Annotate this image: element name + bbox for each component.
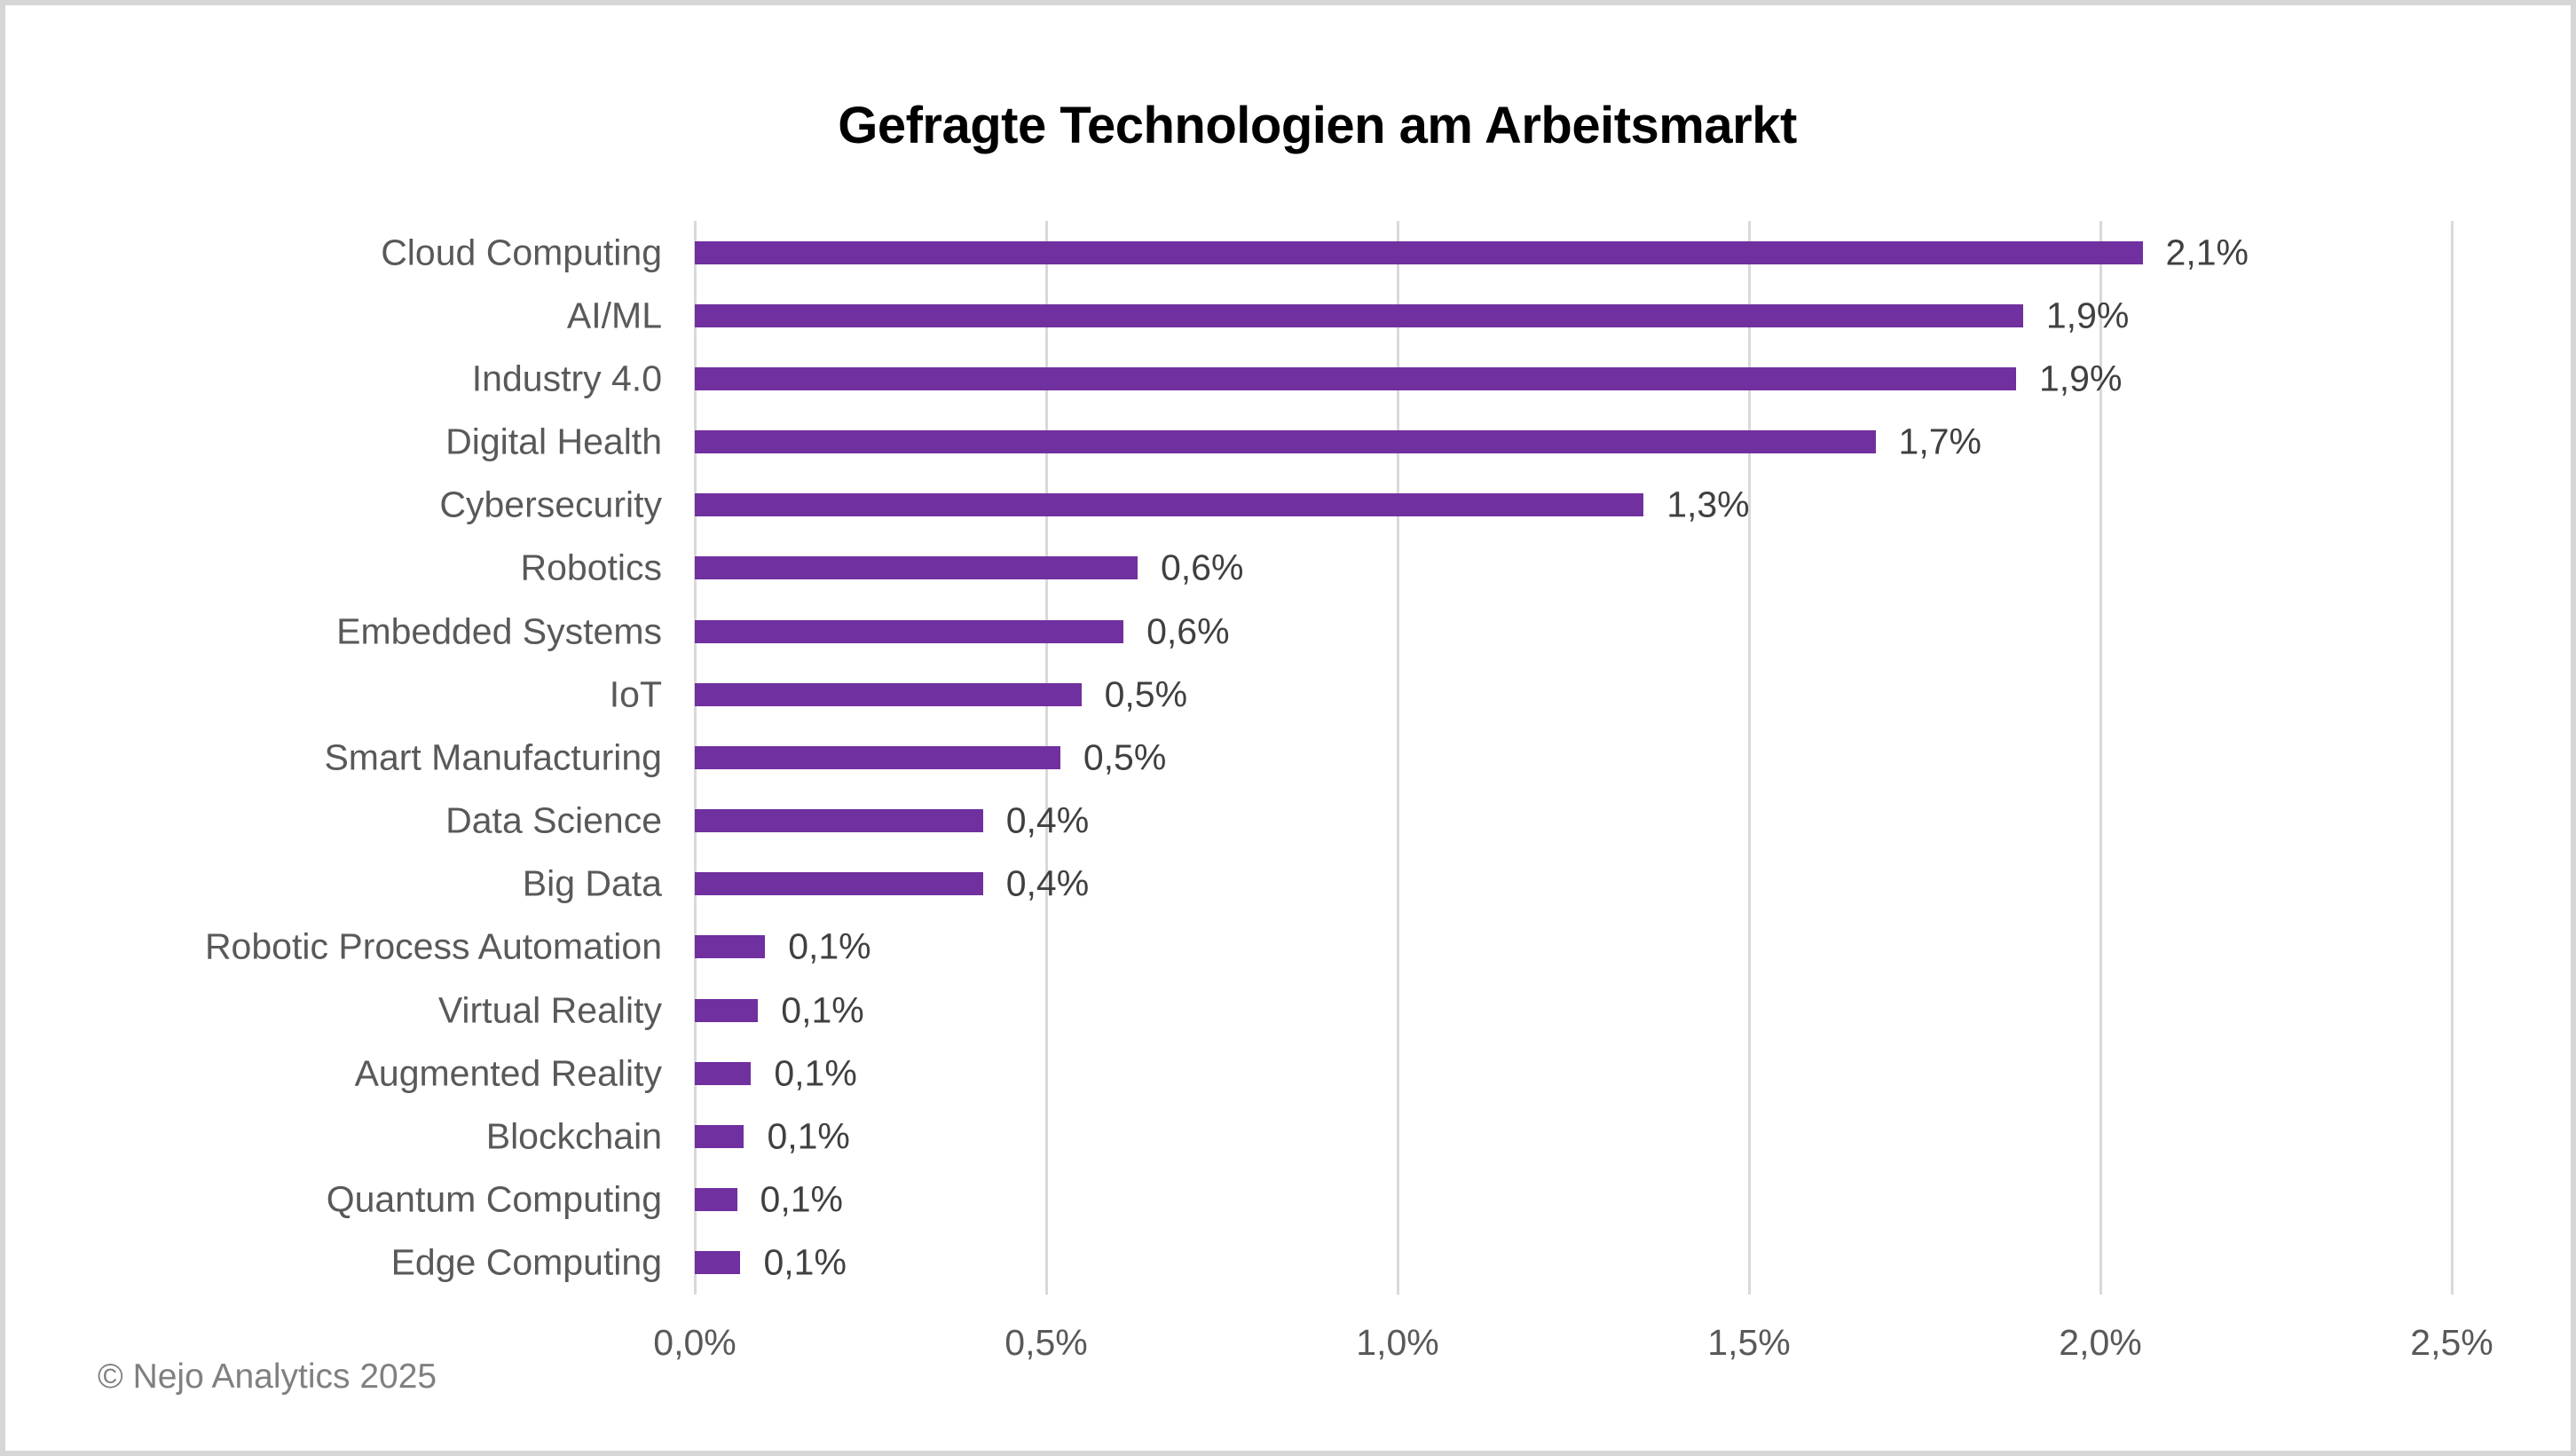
bar <box>695 1061 752 1085</box>
bar <box>695 998 759 1022</box>
bar <box>695 1188 737 1212</box>
bar <box>695 935 766 959</box>
bar <box>695 1124 744 1148</box>
bar-row: Smart Manufacturing 0,5% <box>324 726 2452 789</box>
data-label: 0,6% <box>1146 610 1230 652</box>
category-label: Digital Health <box>445 421 662 462</box>
bar-row: IoT 0,5% <box>610 663 2452 726</box>
bar-row: Big Data 0,4% <box>523 853 2452 916</box>
x-tick-label: 1,0% <box>1356 1322 1439 1363</box>
category-label: Industry 4.0 <box>471 358 662 399</box>
category-label: Edge Computing <box>390 1241 662 1283</box>
x-tick-label: 2,5% <box>2410 1322 2493 1363</box>
category-label: Virtual Reality <box>437 989 662 1031</box>
bar <box>695 240 2143 264</box>
category-label: Cybersecurity <box>439 484 662 525</box>
gridline <box>1396 221 1399 1295</box>
bar <box>695 682 1082 706</box>
bar-row: Cloud Computing 2,1% <box>381 221 2452 284</box>
category-label: IoT <box>609 673 662 715</box>
gridline <box>1747 221 1751 1295</box>
bar <box>695 745 1060 769</box>
category-label: AI/ML <box>566 295 662 336</box>
x-tick-label: 0,0% <box>653 1322 737 1363</box>
data-label: 0,1% <box>767 1115 850 1157</box>
bar-row: Embedded Systems 0,6% <box>336 600 2452 663</box>
data-label: 0,5% <box>1104 673 1188 715</box>
data-label: 0,1% <box>763 1241 847 1283</box>
chart-title: Gefragte Technologien am Arbeitsmarkt <box>838 97 1797 154</box>
category-label: Blockchain <box>485 1115 662 1157</box>
bar <box>695 619 1124 643</box>
data-label: 0,1% <box>788 925 871 967</box>
bar-row: Augmented Reality 0,1% <box>355 1042 2452 1105</box>
x-tick-label: 1,5% <box>1707 1322 1791 1363</box>
bar <box>695 303 2023 327</box>
category-label: Robotic Process Automation <box>204 925 662 967</box>
data-label: 0,1% <box>781 989 864 1031</box>
bar-row: Blockchain 0,1% <box>486 1105 2452 1168</box>
bar <box>695 556 1138 580</box>
bar-row: Digital Health 1,7% <box>445 411 2452 474</box>
gridline <box>2450 221 2454 1295</box>
bar-row: AI/ML 1,9% <box>567 284 2452 347</box>
category-label: Embedded Systems <box>336 610 662 652</box>
bar-row: Industry 4.0 1,9% <box>472 347 2452 410</box>
data-label: 0,4% <box>1005 799 1090 841</box>
bar <box>695 366 2016 390</box>
category-label: Smart Manufacturing <box>324 736 662 778</box>
data-label: 0,5% <box>1083 736 1167 778</box>
data-label: 1,3% <box>1666 484 1750 525</box>
x-tick-label: 2,0% <box>2059 1322 2142 1363</box>
data-label: 0,1% <box>774 1052 857 1094</box>
category-label: Robotics <box>520 547 662 588</box>
bar-row: Data Science 0,4% <box>445 790 2452 853</box>
category-label: Data Science <box>445 799 662 841</box>
data-label: 1,7% <box>1898 421 1981 462</box>
data-label: 1,9% <box>2038 358 2123 399</box>
footer-credit: © Nejo Analytics 2025 <box>98 1358 437 1396</box>
plot-area: Cloud Computing 2,1% AI/ML 1,9% Industry 4.0… <box>205 221 2454 1295</box>
bar <box>695 872 983 896</box>
category-label: Quantum Computing <box>326 1178 662 1220</box>
category-label: Augmented Reality <box>354 1052 662 1094</box>
data-label: 1,9% <box>2045 295 2130 336</box>
data-label: 2,1% <box>2165 232 2249 273</box>
bar-row: Edge Computing 0,1% <box>391 1232 2452 1295</box>
data-label: 0,4% <box>1005 862 1090 904</box>
bar-row: Robotics 0,6% <box>520 537 2452 600</box>
bar <box>695 809 983 833</box>
gridline <box>2099 221 2102 1295</box>
bar <box>695 430 1876 454</box>
bar-row: Virtual Reality 0,1% <box>438 979 2452 1042</box>
bar <box>695 1251 741 1275</box>
category-label: Cloud Computing <box>381 232 662 273</box>
bar-row: Robotic Process Automation 0,1% <box>205 916 2452 979</box>
bar-row: Cybersecurity 1,3% <box>439 474 2452 537</box>
category-label: Big Data <box>522 862 662 904</box>
bar-row: Quantum Computing 0,1% <box>327 1169 2452 1232</box>
data-label: 0,6% <box>1160 547 1244 588</box>
bar <box>695 493 1644 517</box>
bar-rows: Cloud Computing 2,1% AI/ML 1,9% Industry 4.0… <box>205 221 2452 1295</box>
data-label: 0,1% <box>760 1178 843 1220</box>
x-tick-label: 0,5% <box>1004 1322 1088 1363</box>
